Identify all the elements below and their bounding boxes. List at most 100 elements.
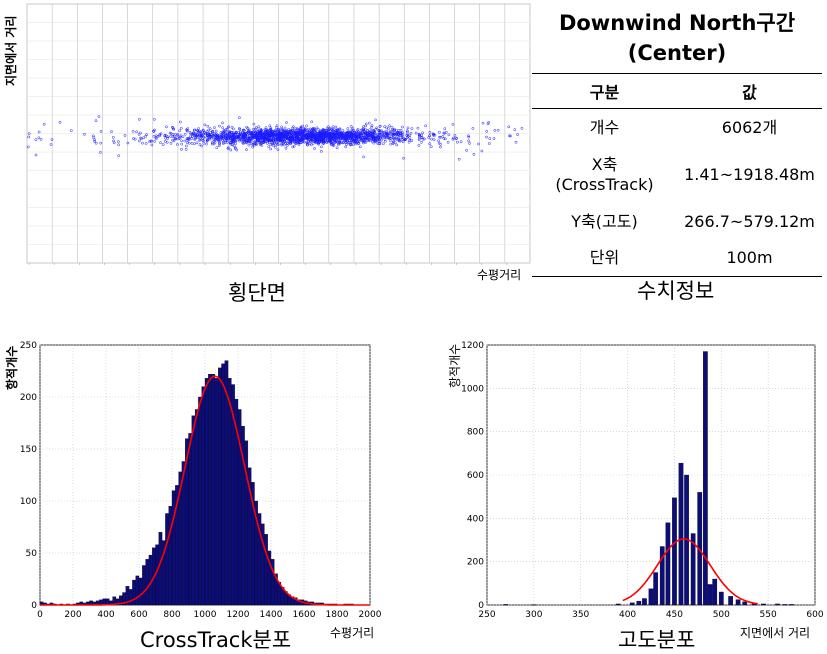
scatter-point bbox=[202, 129, 205, 132]
scatter-point bbox=[165, 125, 168, 129]
scatter-point bbox=[232, 127, 235, 131]
scatter-point bbox=[288, 129, 292, 133]
scatter-point bbox=[27, 132, 31, 135]
scatter-point bbox=[154, 136, 158, 139]
scatter-point bbox=[282, 133, 286, 137]
scatter-point bbox=[259, 142, 263, 146]
scatter-point bbox=[280, 134, 284, 138]
crosstrack-bar bbox=[142, 565, 146, 606]
scatter-point bbox=[509, 134, 512, 138]
altitude-x-label: 지면에서 거리 bbox=[740, 626, 811, 640]
scatter-point bbox=[145, 133, 148, 137]
scatter-point bbox=[203, 123, 207, 127]
scatter-point bbox=[404, 138, 408, 141]
scatter-point bbox=[308, 142, 312, 146]
crosstrack-bar bbox=[128, 589, 133, 606]
scatter-point bbox=[398, 139, 401, 143]
scatter-point bbox=[362, 155, 365, 159]
crosstrack-y-tick-label: 50 bbox=[26, 549, 38, 559]
altitude-bar bbox=[531, 604, 537, 606]
scatter-point bbox=[99, 130, 103, 133]
scatter-point bbox=[225, 139, 229, 143]
scatter-point bbox=[263, 135, 267, 139]
scatter-point bbox=[201, 139, 205, 142]
altitude-y-tick-label: 200 bbox=[467, 558, 484, 568]
info-table: 구분 값 개수 6062개 X축 (CrossTrack) 1.41~1918.… bbox=[532, 73, 822, 277]
scatter-point bbox=[139, 136, 142, 140]
scatter-point bbox=[266, 130, 270, 134]
scatter-point bbox=[289, 134, 293, 137]
crosstrack-x-tick-label: 800 bbox=[163, 610, 180, 620]
scatter-point bbox=[326, 136, 329, 140]
scatter-point bbox=[344, 141, 348, 144]
scatter-point bbox=[250, 142, 253, 146]
altitude-bar bbox=[718, 591, 724, 606]
altitude-grid bbox=[486, 344, 816, 606]
scatter-point bbox=[179, 127, 183, 130]
scatter-point bbox=[188, 130, 192, 134]
crosstrack-bar bbox=[168, 506, 173, 606]
altitude-x-tick-label: 550 bbox=[760, 610, 777, 620]
scatter-point bbox=[352, 139, 356, 143]
altitude-bar bbox=[503, 604, 509, 606]
scatter-point bbox=[405, 136, 409, 140]
altitude-bar bbox=[648, 588, 654, 606]
scatter-point bbox=[368, 131, 372, 134]
scatter-point bbox=[180, 147, 183, 151]
scatter-point bbox=[383, 125, 386, 128]
scatter-point bbox=[374, 135, 378, 139]
scatter-point bbox=[349, 125, 353, 128]
scatter-point bbox=[390, 125, 394, 129]
altitude-plot-area bbox=[486, 344, 816, 606]
scatter-point bbox=[200, 144, 204, 148]
crosstrack-x-label: 수평거리 bbox=[330, 626, 375, 640]
scatter-point bbox=[171, 138, 174, 142]
altitude-x-tick-label: 600 bbox=[806, 610, 823, 620]
crosstrack-x-tick-label: 0 bbox=[37, 610, 43, 620]
crosstrack-y-tick-label: 100 bbox=[20, 497, 37, 507]
crosstrack-bar bbox=[138, 577, 143, 606]
scatter-point bbox=[485, 135, 488, 139]
scatter-point bbox=[320, 145, 323, 149]
scatter-point bbox=[196, 128, 199, 132]
scatter-point bbox=[180, 139, 183, 143]
scatter-chart bbox=[26, 3, 531, 265]
scatter-point bbox=[294, 127, 298, 130]
scatter-point bbox=[297, 141, 300, 145]
crosstrack-y-tick-label: 0 bbox=[31, 601, 37, 611]
scatter-point bbox=[396, 133, 400, 137]
scatter-point bbox=[364, 124, 368, 128]
crosstrack-bar bbox=[145, 559, 150, 606]
scatter-point bbox=[34, 153, 38, 157]
scatter-point bbox=[352, 129, 356, 132]
scatter-point bbox=[249, 131, 252, 135]
scatter-point bbox=[326, 126, 329, 130]
scatter-point bbox=[446, 140, 450, 144]
scatter-point bbox=[243, 132, 247, 136]
scatter-point bbox=[514, 140, 518, 144]
scatter-point bbox=[159, 141, 162, 145]
scatter-point bbox=[185, 128, 188, 132]
scatter-point bbox=[221, 121, 224, 125]
scatter-point bbox=[37, 130, 41, 134]
scatter-point bbox=[267, 145, 271, 149]
scatter-point bbox=[318, 134, 322, 138]
scatter-point bbox=[276, 133, 280, 136]
scatter-point bbox=[269, 134, 272, 138]
crosstrack-x-tick-label: 1200 bbox=[227, 610, 250, 620]
scatter-point bbox=[410, 127, 414, 130]
altitude-bar bbox=[672, 497, 677, 606]
scatter-point bbox=[454, 137, 458, 141]
scatter-point bbox=[236, 135, 240, 139]
scatter-point bbox=[278, 134, 282, 138]
crosstrack-histogram: 0 200 400 600 800 1000 1200 1400 1600 1800 2000 0 50… bbox=[20, 341, 382, 620]
scatter-point bbox=[212, 140, 216, 143]
scatter-point bbox=[391, 128, 395, 132]
scatter-point bbox=[336, 134, 340, 138]
scatter-point bbox=[317, 141, 320, 145]
scatter-point bbox=[374, 139, 377, 142]
scatter-point bbox=[252, 122, 256, 126]
scatter-point bbox=[179, 134, 183, 137]
scatter-point bbox=[488, 142, 491, 145]
altitude-bar bbox=[636, 600, 642, 606]
